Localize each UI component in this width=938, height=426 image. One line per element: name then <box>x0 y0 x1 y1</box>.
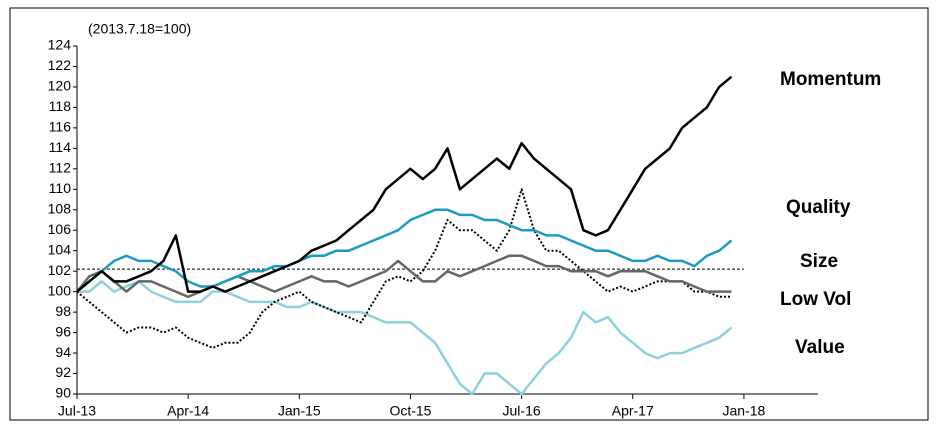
series-annotation: Value <box>795 337 845 358</box>
y-tick-label: 124 <box>48 37 72 53</box>
y-tick-label: 110 <box>49 180 72 196</box>
y-tick-label: 106 <box>48 221 72 237</box>
y-tick-label: 108 <box>48 200 72 216</box>
series-line <box>76 75 733 293</box>
y-tick-label: 98 <box>55 303 71 319</box>
x-tick-label: Jul-16 <box>503 403 541 419</box>
series-annotation: Size <box>800 251 838 272</box>
y-tick-label: 114 <box>49 139 72 155</box>
series-line <box>76 188 732 349</box>
y-tick-label: 90 <box>55 385 71 401</box>
x-tick-label: Apr-17 <box>612 403 654 419</box>
y-tick-label: 102 <box>48 262 72 278</box>
x-tick-label: Jan-15 <box>278 403 321 419</box>
series-annotation: Momentum <box>780 69 881 90</box>
y-tick-label: 92 <box>55 364 71 380</box>
x-tick-label: Apr-14 <box>167 403 209 419</box>
y-tick-label: 116 <box>49 119 72 135</box>
x-tick-label: Oct-15 <box>389 403 431 419</box>
y-tick-label: 118 <box>49 98 72 114</box>
y-tick-label: 104 <box>48 241 72 257</box>
series-line <box>76 254 732 299</box>
series-line <box>77 280 733 396</box>
frame <box>9 7 929 421</box>
y-tick-label: 122 <box>48 57 72 73</box>
y-tick-label: 94 <box>55 344 71 360</box>
y-tick-label: 120 <box>48 78 72 94</box>
y-tick-label: 100 <box>48 282 72 298</box>
x-tick-label: Jul-13 <box>58 403 96 419</box>
x-tick-label: Jan-18 <box>722 403 765 419</box>
y-tick-label: 96 <box>55 323 71 339</box>
y-axis-label: (2013.7.18=100) <box>88 21 191 37</box>
y-tick-label: 112 <box>49 160 72 176</box>
series-annotation: Quality <box>786 197 851 218</box>
series-annotation: Low Vol <box>780 289 851 310</box>
